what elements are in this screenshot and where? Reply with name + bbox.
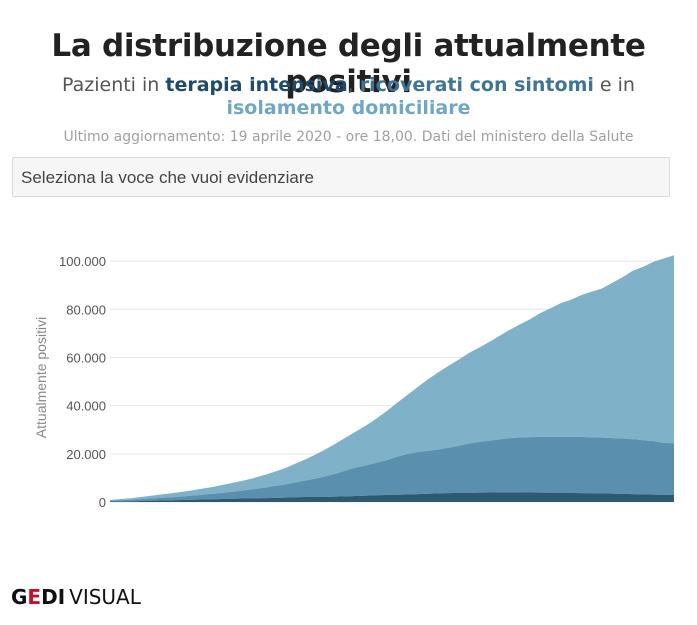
- subtitle: Pazienti in terapia intensiva, ricoverat…: [20, 74, 677, 120]
- stacked-area-chart: 0 20.000 40.000 60.000 80.000 100.000 Attualme…: [33, 254, 674, 510]
- subtitle-separator: ,: [347, 74, 354, 96]
- y-tick-label: 0: [99, 495, 106, 510]
- logo-visual: VISUAL: [69, 585, 141, 609]
- logo-g: G: [11, 585, 28, 609]
- subtitle-terapia-intensiva: terapia intensiva: [165, 74, 348, 96]
- area-terapia-intensiva[interactable]: [110, 492, 674, 502]
- area-ricoverati[interactable]: [110, 436, 674, 502]
- gedi-visual-logo: GEDI VISUAL: [11, 585, 141, 609]
- logo-brand: GEDI: [11, 585, 65, 609]
- y-tick-label: 40.000: [66, 399, 106, 414]
- y-axis-label: Attualmente positivi: [33, 317, 49, 438]
- page-title: La distribuzione degli attualmente posit…: [51, 28, 646, 100]
- subtitle-isolamento: isolamento domiciliare: [226, 97, 471, 119]
- area-isolamento[interactable]: [110, 255, 674, 501]
- logo-di: DI: [41, 585, 66, 609]
- y-tick-label: 80.000: [66, 302, 106, 317]
- subtitle-ricoverati: ricoverati con sintomi: [359, 74, 594, 96]
- last-updated: Ultimo aggiornamento: 19 aprile 2020 - o…: [63, 129, 634, 145]
- y-tick-label: 20.000: [66, 447, 106, 462]
- y-tick-label: 60.000: [66, 350, 106, 365]
- y-tick-label: 100.000: [59, 254, 106, 269]
- highlight-select[interactable]: Seleziona la voce che vuoi evidenziare: [12, 157, 670, 197]
- subtitle-and: e in: [599, 74, 635, 96]
- logo-e: E: [27, 585, 42, 609]
- subtitle-prefix: Pazienti in: [62, 74, 160, 96]
